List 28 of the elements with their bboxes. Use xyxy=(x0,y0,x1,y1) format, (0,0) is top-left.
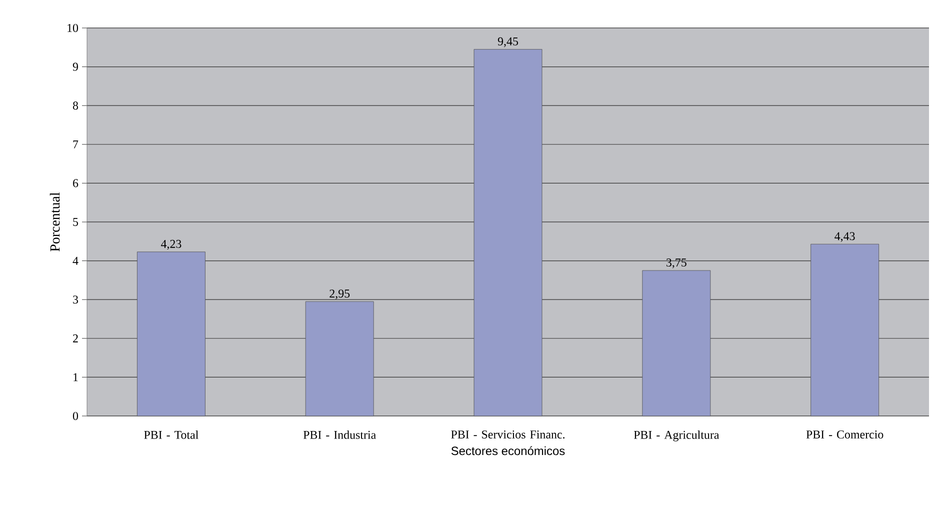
x-axis-title: Sectores económicos xyxy=(451,446,565,456)
y-tick-label: 7 xyxy=(73,140,78,148)
data-label: 9,45 xyxy=(498,37,518,48)
y-tick-label: 4 xyxy=(72,256,78,265)
y-tick-label: 8 xyxy=(72,102,78,110)
y-tick-label: 0 xyxy=(72,412,78,420)
y-tick-label: 3 xyxy=(73,296,78,304)
x-tick-label: PBI - Total xyxy=(144,430,198,439)
bar xyxy=(137,252,206,416)
x-tick-label: PBI - Comercio xyxy=(806,430,884,439)
data-label: 2,95 xyxy=(330,290,350,300)
x-tick-label: PBI - Agricultura xyxy=(634,430,720,442)
x-tick-label: PBI - Servicios Financ. xyxy=(451,430,564,439)
x-tick-label: PBI - Industria xyxy=(303,430,376,439)
data-label: 4,23 xyxy=(160,240,182,250)
y-tick-label: 2 xyxy=(73,334,78,342)
y-tick-label: 9 xyxy=(72,62,78,71)
bar xyxy=(474,49,542,416)
y-tick-label: 6 xyxy=(73,179,78,188)
y-tick-label: 5 xyxy=(73,218,78,226)
bar xyxy=(810,244,880,416)
y-axis-title: Porcentual xyxy=(50,192,60,252)
y-tick-label: 10 xyxy=(68,24,78,32)
y-tick-label: 1 xyxy=(74,373,78,382)
bar xyxy=(642,270,711,416)
bar xyxy=(305,301,374,416)
data-label: 4,43 xyxy=(834,232,855,242)
data-label: 3,75 xyxy=(666,258,686,268)
